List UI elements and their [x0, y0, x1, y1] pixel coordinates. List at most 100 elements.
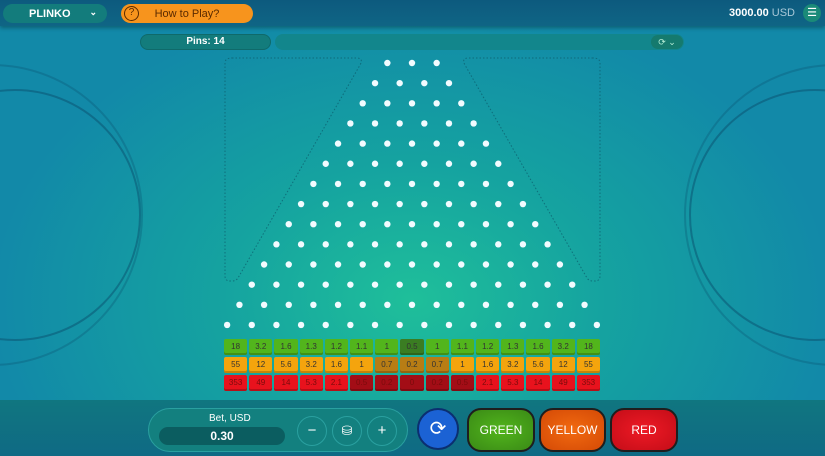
- bet-input[interactable]: 0.30: [159, 427, 285, 445]
- multiplier-table: 18 3.2 1.6 1.3 1.2 1.1 1 0.5 1 1.1 1.2 1.3 1.6 3.2 18 …: [224, 339, 601, 393]
- peg: [482, 261, 490, 268]
- peg: [371, 120, 379, 127]
- decrease-bet-button[interactable]: −: [297, 416, 327, 446]
- peg: [433, 180, 440, 188]
- peg: [371, 241, 379, 248]
- peg: [359, 301, 366, 308]
- peg: [421, 241, 428, 248]
- peg: [445, 79, 453, 87]
- peg: [519, 200, 527, 208]
- yellow-button[interactable]: YELLOW: [539, 408, 606, 452]
- red-multiplier-slot: 49: [551, 375, 575, 391]
- history-button[interactable]: ⟳ ⌄: [651, 35, 683, 49]
- peg: [359, 100, 366, 107]
- peg: [408, 59, 416, 67]
- red-button[interactable]: RED: [610, 408, 678, 452]
- peg: [532, 221, 539, 228]
- peg: [384, 301, 391, 308]
- peg: [396, 120, 403, 127]
- peg: [371, 79, 379, 87]
- peg: [433, 140, 440, 147]
- coins-icon[interactable]: ⛁: [332, 416, 362, 446]
- game-selector[interactable]: PLINKO ⌄: [3, 4, 107, 23]
- peg: [458, 140, 465, 147]
- peg: [593, 321, 601, 329]
- peg: [433, 261, 440, 268]
- peg: [495, 160, 502, 167]
- peg: [519, 241, 527, 248]
- how-to-play-button[interactable]: ? How to Play?: [121, 4, 253, 23]
- peg: [470, 160, 477, 167]
- peg: [334, 301, 342, 308]
- peg: [532, 261, 539, 268]
- right-guide: [463, 57, 601, 282]
- green-multiplier-slot: 1.1: [450, 339, 475, 355]
- peg: [347, 281, 354, 288]
- peg: [421, 120, 428, 127]
- peg: [581, 301, 588, 308]
- top-bar: PLINKO ⌄ ? How to Play? 3000.00 USD ☰: [0, 0, 825, 26]
- peg: [347, 321, 354, 329]
- menu-button[interactable]: ☰: [803, 4, 821, 22]
- green-multiplier-slot: 1.1: [350, 339, 374, 355]
- peg: [458, 261, 465, 268]
- peg: [310, 261, 317, 268]
- peg: [371, 200, 379, 208]
- game-name: PLINKO: [29, 7, 71, 20]
- red-multiplier-slot: 2.1: [324, 375, 349, 391]
- peg: [322, 160, 329, 167]
- yellow-multiplier-slot: 1.6: [324, 357, 349, 373]
- red-multiplier-slot: 5.3: [299, 375, 323, 391]
- peg: [285, 301, 292, 308]
- red-multiplier-slot: 49: [249, 375, 273, 391]
- yellow-multiplier-slot: 1.6: [476, 357, 500, 373]
- peg: [297, 321, 305, 329]
- red-multiplier-slot: 14: [526, 375, 550, 391]
- peg: [495, 200, 502, 208]
- pegs: [223, 59, 601, 329]
- peg: [396, 281, 403, 288]
- pins-selector[interactable]: Pins: 14: [140, 34, 271, 50]
- autoplay-button[interactable]: ⟳: [417, 408, 459, 450]
- how-to-play-label: How to Play?: [154, 7, 220, 20]
- peg: [223, 321, 231, 329]
- peg: [310, 221, 317, 228]
- increase-bet-button[interactable]: +: [367, 416, 397, 446]
- red-multiplier-slot: 0.2: [375, 375, 399, 391]
- green-row: 18 3.2 1.6 1.3 1.2 1.1 1 0.5 1 1.1 1.2 1.3 1.6 3.2 18: [224, 339, 601, 355]
- peg: [445, 281, 453, 288]
- peg: [445, 241, 453, 248]
- green-multiplier-slot: 18: [576, 339, 601, 355]
- peg: [347, 241, 354, 248]
- peg: [359, 261, 366, 268]
- green-multiplier-slot: 1.3: [299, 339, 323, 355]
- peg: [371, 321, 379, 329]
- peg: [334, 261, 342, 268]
- yellow-multiplier-slot: 1: [450, 357, 475, 373]
- peg: [285, 221, 292, 228]
- peg: [347, 200, 354, 208]
- peg: [260, 301, 268, 308]
- peg: [470, 200, 477, 208]
- decor-ring-right-outer: [684, 64, 825, 366]
- peg: [359, 180, 366, 188]
- chevron-down-icon: ⌄: [89, 7, 97, 17]
- green-multiplier-slot: 1.2: [476, 339, 500, 355]
- peg: [297, 241, 305, 248]
- peg: [482, 140, 490, 147]
- green-button[interactable]: GREEN: [467, 408, 535, 452]
- bet-panel: Bet, USD 0.30 − ⛁ +: [148, 408, 408, 452]
- peg: [322, 321, 329, 329]
- peg: [495, 241, 502, 248]
- red-multiplier-slot: 14: [274, 375, 298, 391]
- peg: [482, 301, 490, 308]
- peg: [408, 261, 416, 268]
- peg: [507, 301, 514, 308]
- peg: [334, 140, 342, 147]
- yellow-multiplier-slot: 0.7: [425, 357, 449, 373]
- peg: [507, 180, 514, 188]
- peg: [384, 100, 391, 107]
- peg: [519, 281, 527, 288]
- red-multiplier-slot: 2.1: [476, 375, 500, 391]
